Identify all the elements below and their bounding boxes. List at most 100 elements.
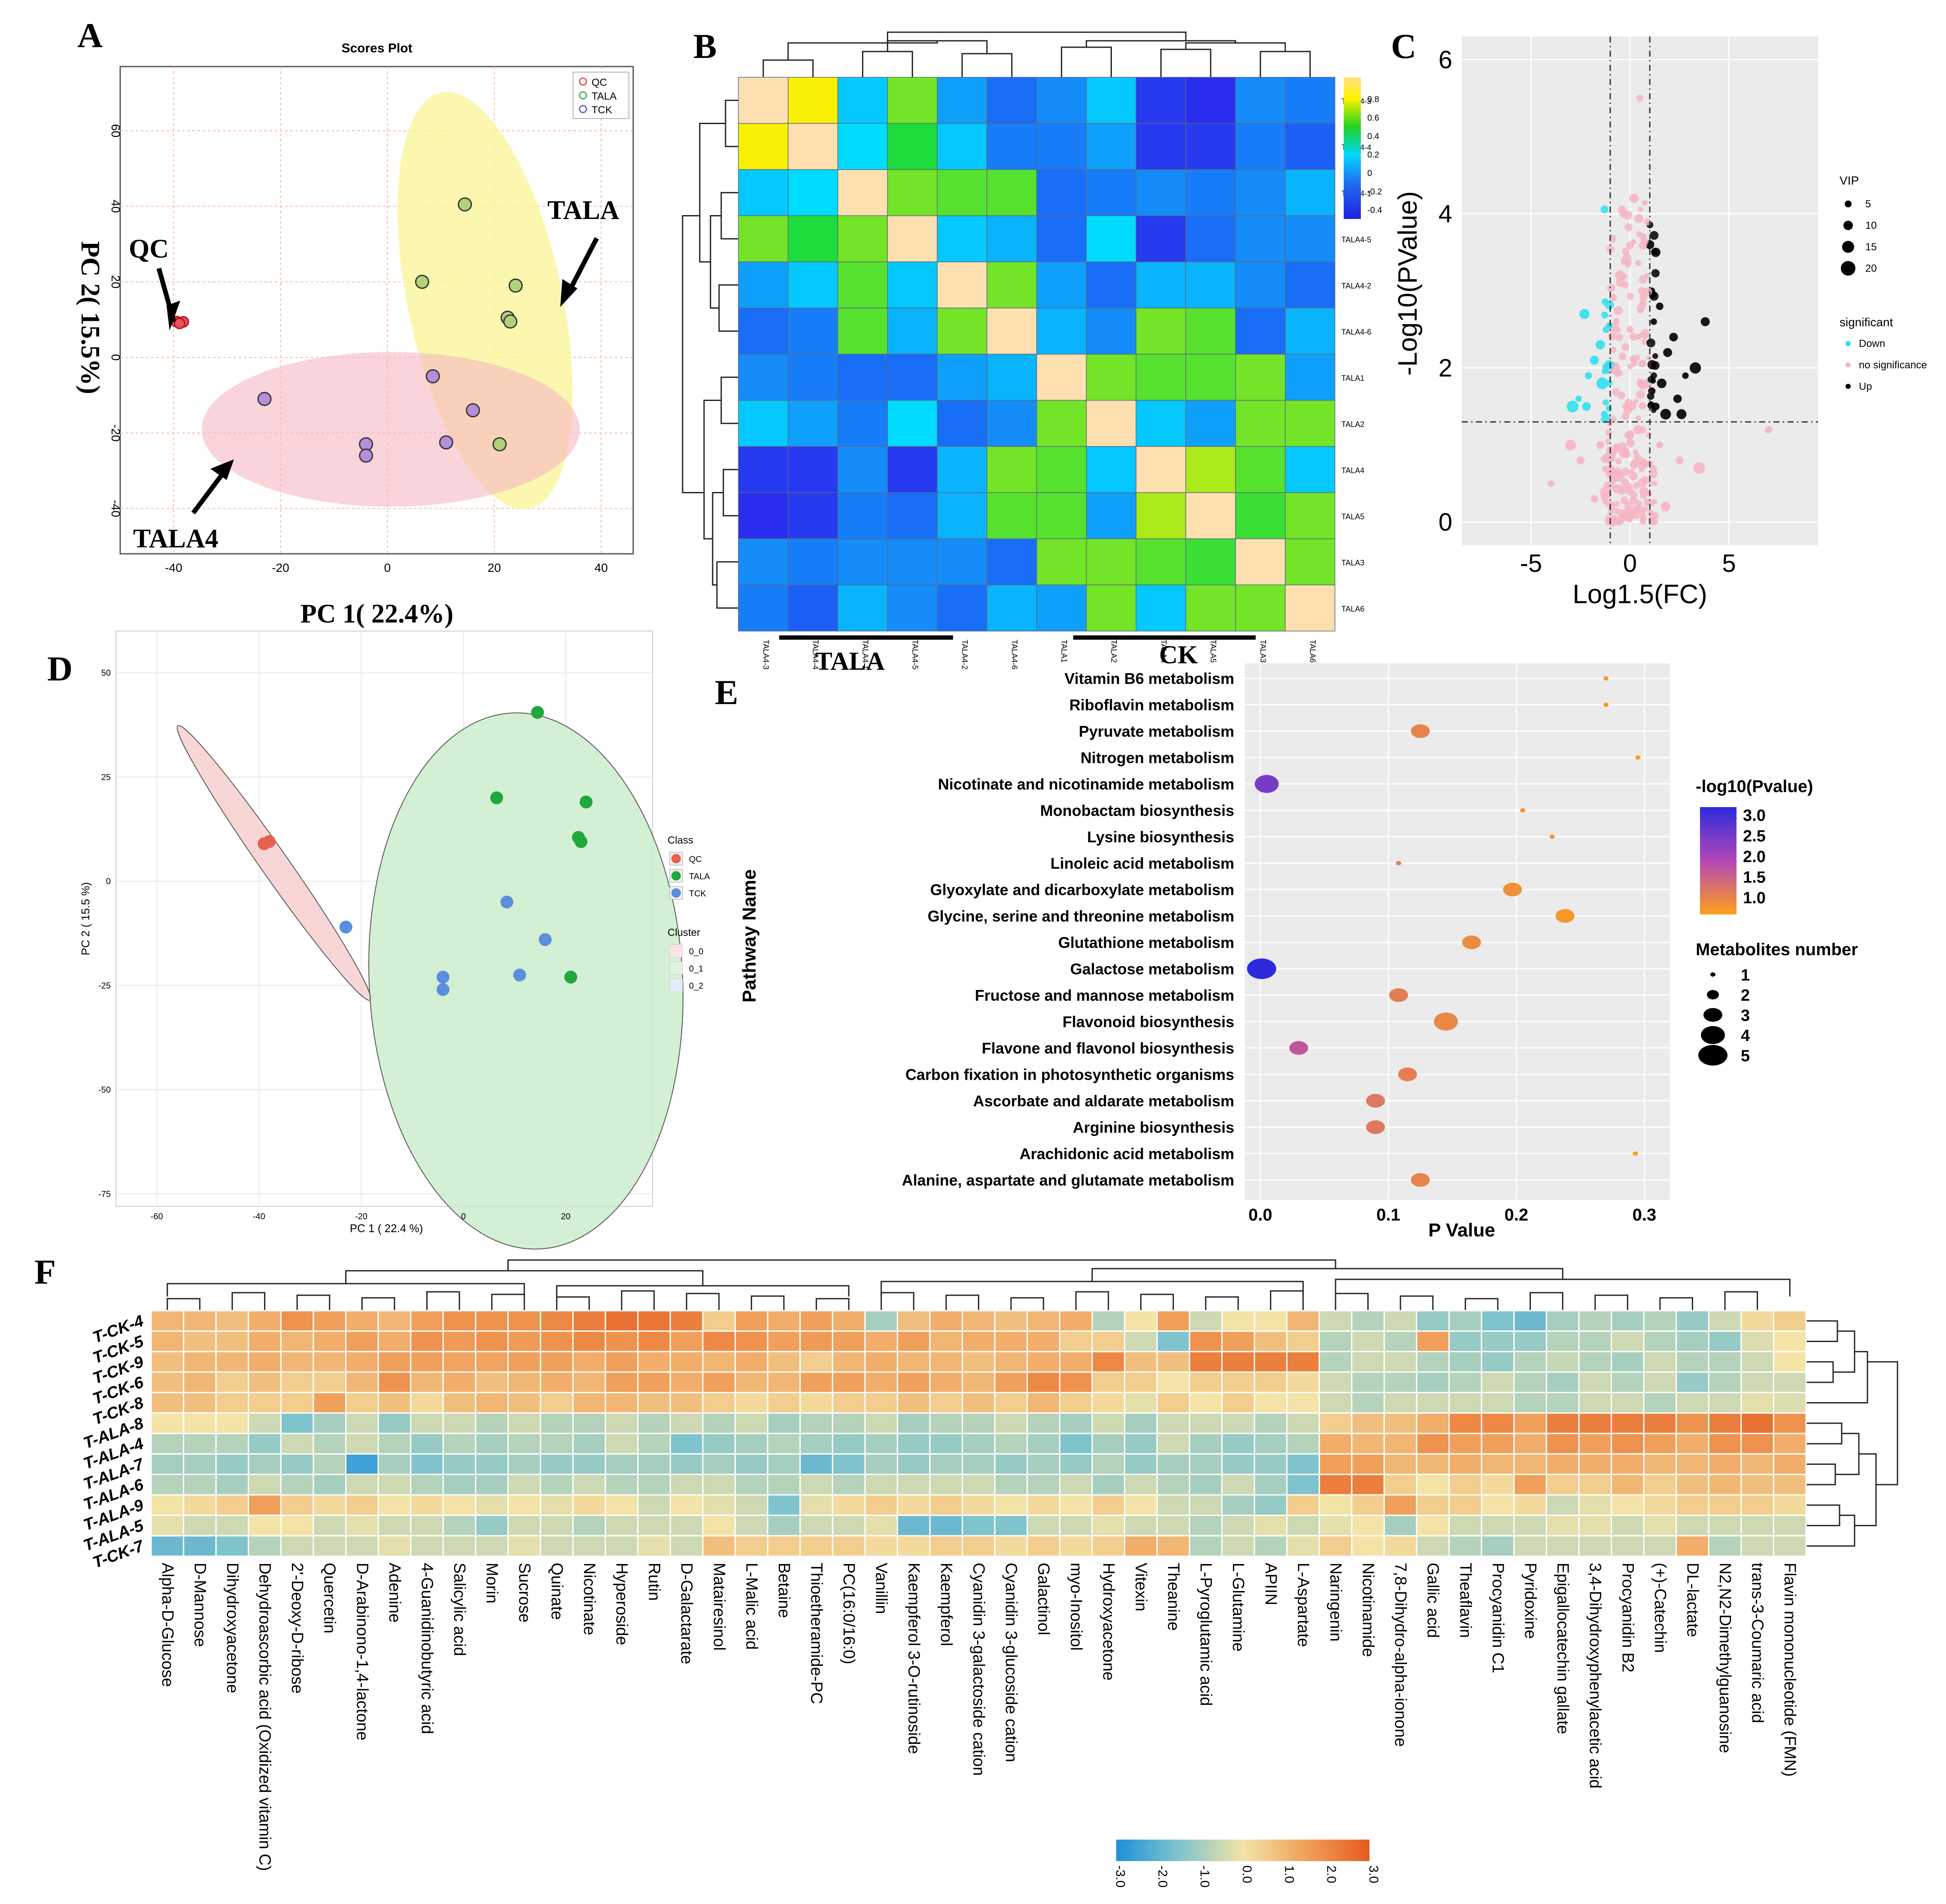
panel-f-cell <box>313 1371 347 1394</box>
panel-b-cell <box>1036 446 1087 493</box>
panel-f-cell <box>183 1494 217 1516</box>
panel-c-point-no-significance <box>1596 441 1605 449</box>
panel-f-cell <box>1059 1330 1093 1352</box>
panel-f-cell <box>864 1433 899 1455</box>
panel-f-dendrogram-branch <box>345 1270 704 1286</box>
panel-b-column-label: TALA4 <box>1159 640 1168 663</box>
panel-f-cell <box>1578 1473 1612 1496</box>
panel-b-cell <box>937 584 987 632</box>
panel-f-cell <box>1383 1330 1418 1352</box>
panel-f-cell <box>897 1371 931 1394</box>
panel-f-cell <box>1513 1473 1547 1496</box>
panel-e-point <box>1434 1012 1458 1031</box>
panel-f-cell <box>442 1351 477 1373</box>
panel-f-cell <box>1643 1515 1677 1537</box>
panel-f-cell <box>1254 1494 1288 1516</box>
panel-f-cell <box>1189 1310 1223 1332</box>
panel-f-cell <box>1448 1351 1482 1373</box>
panel-b-cell <box>1135 400 1186 447</box>
panel-b-cell <box>738 77 789 124</box>
panel-a-ticks: -40 -20 0 20 40 60 40 20 0 -20 -40 <box>109 124 608 574</box>
panel-f-column-label: Hydroxyacetone <box>1099 1563 1117 1681</box>
panel-f-cell <box>1286 1412 1320 1434</box>
panel-f-cell <box>313 1433 347 1455</box>
panel-b-cell <box>937 354 987 401</box>
panel-f-cell <box>1318 1371 1353 1394</box>
panel-f-cell <box>572 1412 606 1434</box>
panel-b-cell <box>738 215 789 262</box>
panel-b-cell <box>1235 307 1286 355</box>
panel-f-cell <box>1254 1433 1288 1455</box>
panel-c-point-cloud <box>1620 257 1629 265</box>
panel-f-cell <box>735 1371 768 1394</box>
panel-f-cell <box>897 1330 931 1352</box>
panel-f-colorbar-tick: -3.0 <box>1113 1865 1127 1888</box>
panel-b-cell <box>1285 169 1336 216</box>
panel-f-cell <box>1513 1330 1547 1352</box>
panel-f-cell <box>1740 1535 1774 1557</box>
panel-b-cell <box>1086 538 1137 586</box>
panel-b-cell <box>738 169 789 216</box>
panel-f-cell <box>150 1371 185 1394</box>
panel-c-point-cloud <box>1640 476 1649 484</box>
panel-c-point-no-significance <box>1629 194 1639 203</box>
panel-f-cell <box>150 1535 185 1557</box>
panel-b-column-labels: TALA4-3 TALA4-4 TALA4-1 TALA4-5 TALA4-2 TALA4… <box>762 640 1317 670</box>
panel-c-point-cloud <box>1636 334 1641 340</box>
panel-f-cell <box>1416 1494 1450 1516</box>
panel-b-cell <box>987 492 1037 539</box>
panel-f-cell <box>832 1330 866 1352</box>
panel-b-cell <box>1285 584 1336 632</box>
panel-c-point-cloud <box>1635 415 1641 421</box>
panel-c-point-cloud <box>1614 306 1623 315</box>
panel-b-cell <box>738 446 789 493</box>
panel-c-point-cloud <box>1638 206 1643 212</box>
panel-f-cell <box>1643 1412 1677 1434</box>
panel-c-point-cloud <box>1609 456 1615 462</box>
panel-f-cell <box>1643 1351 1677 1373</box>
panel-f-cell <box>637 1433 671 1455</box>
panel-a-point-tck <box>425 369 440 383</box>
panel-a-point-tck <box>439 435 453 449</box>
panel-f-cell <box>929 1494 963 1516</box>
panel-b-dendrogram-branch <box>961 53 1013 77</box>
panel-c-point-cloud <box>1606 380 1613 387</box>
panel-f-cell <box>1708 1310 1742 1332</box>
panel-a-point-qc <box>173 317 185 329</box>
panel-b-cell <box>738 123 789 170</box>
panel-c-point-cloud <box>1639 293 1648 302</box>
panel-f-cell <box>767 1392 801 1414</box>
panel-f-cell <box>1383 1412 1418 1434</box>
panel-c-point-cloud <box>1630 460 1639 469</box>
panel-f-cell <box>1676 1310 1709 1332</box>
panel-d-ytick-label: 50 <box>101 668 111 678</box>
panel-c-points <box>1547 94 1773 527</box>
panel-f-cell <box>1254 1473 1288 1496</box>
panel-f-cell <box>442 1535 477 1557</box>
panel-f-cell <box>1643 1453 1677 1475</box>
panel-c-point-cloud <box>1622 247 1630 255</box>
panel-b-cell <box>937 400 987 447</box>
panel-f-column-label: Theanine <box>1164 1563 1182 1631</box>
panel-f-cell <box>215 1535 249 1557</box>
panel-f-cell <box>1351 1310 1385 1332</box>
panel-b-cell <box>1036 261 1087 309</box>
panel-f-cell <box>1091 1310 1126 1332</box>
panel-f-cell <box>962 1515 996 1537</box>
panel-f-cell <box>540 1310 574 1332</box>
panel-d-ylabel: PC 2 ( 15.5 %) <box>79 882 92 956</box>
panel-a-point-tala <box>458 197 472 212</box>
panel-f-cell <box>767 1473 801 1496</box>
panel-b-row-dendrogram <box>682 100 738 609</box>
panel-f-cell <box>442 1392 477 1414</box>
panel-c-point-cloud <box>1618 352 1627 360</box>
panel-f-cell <box>1221 1433 1255 1455</box>
panel-f-cell <box>669 1392 704 1414</box>
panel-f-cell <box>1481 1494 1515 1516</box>
legend-down-marker <box>1846 341 1851 346</box>
panel-f-cell <box>442 1433 477 1455</box>
panel-f-cell <box>929 1453 963 1475</box>
panel-c-legend-vip-title: VIP <box>1840 174 1859 187</box>
panel-c-vip-label: 5 <box>1865 198 1871 210</box>
panel-b-row-label: TALA5 <box>1342 512 1365 521</box>
